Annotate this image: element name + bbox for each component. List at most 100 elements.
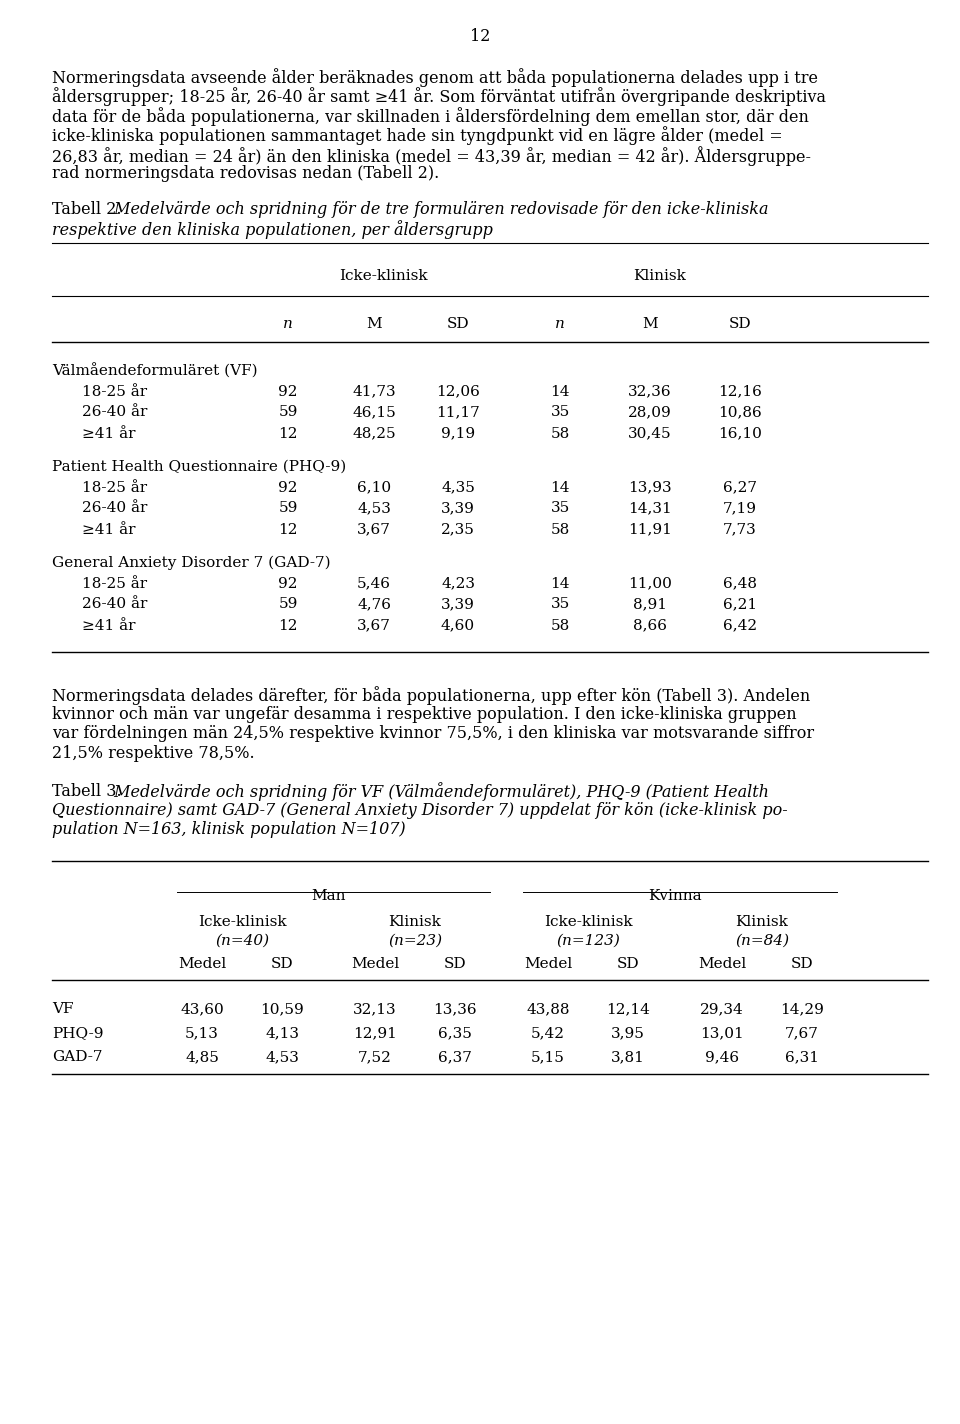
Text: 6,31: 6,31 (785, 1049, 819, 1064)
Text: 12: 12 (278, 523, 298, 537)
Text: 4,23: 4,23 (441, 577, 475, 591)
Text: 59: 59 (278, 406, 298, 420)
Text: 92: 92 (278, 384, 298, 399)
Text: 92: 92 (278, 480, 298, 494)
Text: PHQ-9: PHQ-9 (52, 1027, 104, 1040)
Text: Normeringsdata avseende ålder beräknades genom att båda populationerna delades u: Normeringsdata avseende ålder beräknades… (52, 68, 818, 87)
Text: n: n (555, 318, 564, 332)
Text: 3,67: 3,67 (357, 618, 391, 632)
Text: Medel: Medel (524, 957, 572, 971)
Text: 35: 35 (550, 598, 569, 611)
Text: 26,83 år, median = 24 år) än den kliniska (medel = 43,39 år, median = 42 år). Ål: 26,83 år, median = 24 år) än den klinisk… (52, 147, 811, 167)
Text: Medel: Medel (698, 957, 746, 971)
Text: 4,85: 4,85 (185, 1049, 219, 1064)
Text: 11,17: 11,17 (436, 406, 480, 420)
Text: 21,5% respektive 78,5%.: 21,5% respektive 78,5%. (52, 745, 254, 762)
Text: 7,52: 7,52 (358, 1049, 392, 1064)
Text: 2,35: 2,35 (441, 523, 475, 537)
Text: 5,15: 5,15 (531, 1049, 564, 1064)
Text: 41,73: 41,73 (352, 384, 396, 399)
Text: 92: 92 (278, 577, 298, 591)
Text: kvinnor och män var ungefär desamma i respektive population. I den icke-kliniska: kvinnor och män var ungefär desamma i re… (52, 706, 797, 723)
Text: General Anxiety Disorder 7 (GAD-7): General Anxiety Disorder 7 (GAD-7) (52, 555, 330, 570)
Text: Kvinna: Kvinna (648, 889, 702, 903)
Text: 4,53: 4,53 (265, 1049, 299, 1064)
Text: 29,34: 29,34 (700, 1002, 744, 1015)
Text: 18-25 år: 18-25 år (82, 577, 147, 591)
Text: 11,91: 11,91 (628, 523, 672, 537)
Text: n: n (283, 318, 293, 332)
Text: 26-40 år: 26-40 år (82, 598, 148, 611)
Text: 4,35: 4,35 (441, 480, 475, 494)
Text: 7,19: 7,19 (723, 501, 757, 515)
Text: 12: 12 (278, 427, 298, 440)
Text: 14: 14 (550, 480, 569, 494)
Text: SD: SD (729, 318, 752, 332)
Text: SD: SD (446, 318, 469, 332)
Text: 13,01: 13,01 (700, 1027, 744, 1040)
Text: 58: 58 (550, 523, 569, 537)
Text: Normeringsdata delades därefter, för båda populationerna, upp efter kön (Tabell : Normeringsdata delades därefter, för båd… (52, 686, 810, 705)
Text: SD: SD (791, 957, 813, 971)
Text: Icke-klinisk: Icke-klinisk (543, 916, 633, 928)
Text: SD: SD (271, 957, 294, 971)
Text: 6,42: 6,42 (723, 618, 757, 632)
Text: Medelvärde och spridning för de tre formulären redovisade för den icke-kliniska: Medelvärde och spridning för de tre form… (109, 201, 769, 218)
Text: GAD-7: GAD-7 (52, 1049, 103, 1064)
Text: 4,60: 4,60 (441, 618, 475, 632)
Text: 8,66: 8,66 (633, 618, 667, 632)
Text: Tabell 3.: Tabell 3. (52, 783, 122, 799)
Text: 11,00: 11,00 (628, 577, 672, 591)
Text: 6,37: 6,37 (438, 1049, 472, 1064)
Text: 58: 58 (550, 427, 569, 440)
Text: 46,15: 46,15 (352, 406, 396, 420)
Text: 14: 14 (550, 577, 569, 591)
Text: 3,67: 3,67 (357, 523, 391, 537)
Text: Klinisk: Klinisk (634, 269, 686, 282)
Text: 48,25: 48,25 (352, 427, 396, 440)
Text: 32,13: 32,13 (353, 1002, 396, 1015)
Text: VF: VF (52, 1002, 74, 1015)
Text: 8,91: 8,91 (633, 598, 667, 611)
Text: åldersgrupper; 18-25 år, 26-40 år samt ≥41 år. Som förväntat utifrån övergripand: åldersgrupper; 18-25 år, 26-40 år samt ≥… (52, 87, 826, 107)
Text: 10,59: 10,59 (260, 1002, 304, 1015)
Text: Klinisk: Klinisk (389, 916, 442, 928)
Text: ≥41 år: ≥41 år (82, 523, 135, 537)
Text: 6,48: 6,48 (723, 577, 757, 591)
Text: 12: 12 (469, 28, 491, 46)
Text: data för de båda populationerna, var skillnaden i åldersfördelning dem emellan s: data för de båda populationerna, var ski… (52, 107, 809, 125)
Text: (n=84): (n=84) (735, 934, 789, 948)
Text: 6,10: 6,10 (357, 480, 391, 494)
Text: 12,06: 12,06 (436, 384, 480, 399)
Text: 12,16: 12,16 (718, 384, 762, 399)
Text: M: M (642, 318, 658, 332)
Text: Icke-klinisk: Icke-klinisk (198, 916, 286, 928)
Text: 12,91: 12,91 (353, 1027, 396, 1040)
Text: 13,36: 13,36 (433, 1002, 477, 1015)
Text: 3,95: 3,95 (612, 1027, 645, 1040)
Text: SD: SD (616, 957, 639, 971)
Text: Välmåendeformuläret (VF): Välmåendeformuläret (VF) (52, 363, 257, 379)
Text: 5,46: 5,46 (357, 577, 391, 591)
Text: 6,27: 6,27 (723, 480, 757, 494)
Text: (n=23): (n=23) (388, 934, 442, 948)
Text: 28,09: 28,09 (628, 406, 672, 420)
Text: 3,39: 3,39 (441, 598, 475, 611)
Text: respektive den kliniska populationen, per åldersgrupp: respektive den kliniska populationen, pe… (52, 221, 492, 239)
Text: Tabell 2.: Tabell 2. (52, 201, 122, 218)
Text: 35: 35 (550, 406, 569, 420)
Text: 43,88: 43,88 (526, 1002, 569, 1015)
Text: 12,14: 12,14 (606, 1002, 650, 1015)
Text: 4,76: 4,76 (357, 598, 391, 611)
Text: icke-kliniska populationen sammantaget hade sin tyngdpunkt vid en lägre ålder (m: icke-kliniska populationen sammantaget h… (52, 127, 782, 145)
Text: 32,36: 32,36 (628, 384, 672, 399)
Text: 26-40 år: 26-40 år (82, 501, 148, 515)
Text: 5,13: 5,13 (185, 1027, 219, 1040)
Text: 43,60: 43,60 (180, 1002, 224, 1015)
Text: 18-25 år: 18-25 år (82, 480, 147, 494)
Text: 6,35: 6,35 (438, 1027, 472, 1040)
Text: ≥41 år: ≥41 år (82, 427, 135, 440)
Text: 3,39: 3,39 (441, 501, 475, 515)
Text: rad normeringsdata redovisas nedan (Tabell 2).: rad normeringsdata redovisas nedan (Tabe… (52, 165, 440, 182)
Text: Patient Health Questionnaire (PHQ-9): Patient Health Questionnaire (PHQ-9) (52, 460, 347, 474)
